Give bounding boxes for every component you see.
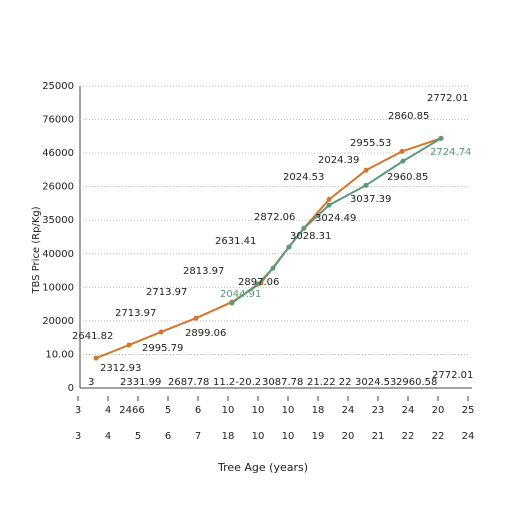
annotation: 2960.85	[387, 172, 428, 183]
x-tick-label-top: 2466	[119, 405, 144, 416]
annotation: 2631.41	[215, 236, 256, 247]
x-tick-label: 7	[195, 431, 201, 442]
point	[363, 182, 369, 188]
point	[326, 202, 332, 208]
x-tick-label: 6	[165, 431, 171, 442]
x-tick-label-top: 3	[75, 405, 81, 416]
annotation: 2724.74	[430, 147, 471, 158]
x-tick-label-top: 10	[252, 405, 265, 416]
x-tick-label-top: 10	[282, 405, 295, 416]
point	[301, 225, 307, 231]
annotation: 3037.39	[350, 194, 391, 205]
point	[255, 281, 261, 287]
annotation: 2899.06	[185, 328, 226, 339]
point	[399, 148, 405, 154]
x-tick-label: 24	[462, 431, 475, 442]
point	[93, 355, 99, 361]
annotation: 2024.39	[318, 155, 359, 166]
y-tick-label: 26000	[42, 182, 74, 193]
annotation: 2955.53	[350, 138, 391, 149]
y-tick-label: 35000	[42, 215, 74, 226]
annotation: 2813.97	[183, 266, 224, 277]
x-tick-label-top: 24	[402, 405, 415, 416]
y-tick-label: 10.00	[45, 349, 74, 360]
annotation: 2960.58	[396, 377, 437, 388]
x-tick-label: 3	[75, 431, 81, 442]
annotation: 2872.06	[254, 212, 295, 223]
x-axis-label: Tree Age (years)	[217, 461, 308, 474]
annotation: 2312.93	[100, 363, 141, 374]
point	[126, 342, 132, 348]
x-tick-label: 10	[282, 431, 295, 442]
x-tick-label-top: 25	[462, 405, 475, 416]
x-tick-label: 22	[432, 431, 445, 442]
x-tick-label: 22	[402, 431, 415, 442]
annotation: 2024.53	[283, 172, 324, 183]
point	[229, 300, 235, 306]
y-tick-label: 76000	[42, 115, 74, 126]
y-tick-label: 10000	[42, 282, 74, 293]
y-tick-label: 0	[68, 383, 74, 394]
y-tick-label: 25000	[42, 81, 74, 92]
annotation: 2995.79	[142, 343, 183, 354]
x-tick-label: 10	[252, 431, 265, 442]
annotation: 2897.06	[238, 277, 279, 288]
annotation: 2331.99	[120, 377, 161, 388]
point	[400, 158, 406, 164]
annotation: 2044.91	[220, 289, 261, 300]
x-tick-label-top: 5	[165, 405, 171, 416]
annotation: 3028.31	[290, 231, 331, 242]
annotation: 2713.97	[115, 308, 156, 319]
annotation: 2860.85	[388, 111, 429, 122]
annotation: 3024.53	[355, 377, 396, 388]
x-tick-label: 19	[312, 431, 325, 442]
y-tick-label: 40000	[42, 249, 74, 260]
x-tick-label-top: 20	[432, 405, 445, 416]
x-tick-label-top: 10	[222, 405, 235, 416]
annotation: 11.2-20.2	[213, 377, 261, 388]
annotation: 2641.82	[72, 331, 113, 342]
point	[193, 315, 199, 321]
annotation: 2772.01	[427, 93, 468, 104]
annotation: 2687.78	[168, 377, 209, 388]
annotation: 21.22 22	[307, 377, 352, 388]
annotation: 3024.49	[315, 213, 356, 224]
x-tick-label-top: 23	[372, 405, 385, 416]
annotation: 2772.01	[432, 370, 473, 381]
x-tick-label-top: 24	[342, 405, 355, 416]
x-tick-label-top: 18	[312, 405, 325, 416]
point	[438, 135, 444, 141]
annotation: 2713.97	[146, 287, 187, 298]
x-tick-label-top: 6	[195, 405, 201, 416]
x-tick-label: 5	[135, 431, 141, 442]
y-axis-label: TBS Price (Rp/Kg)	[31, 206, 42, 294]
x-tick-label: 18	[222, 431, 235, 442]
x-tick-label: 4	[105, 431, 111, 442]
y-tick-label: 46000	[42, 148, 74, 159]
y-tick-label: 20000	[42, 316, 74, 327]
point	[270, 265, 276, 271]
x-tick-label: 21	[372, 431, 385, 442]
annotation: 3	[88, 377, 94, 388]
point	[363, 167, 369, 173]
x-tick-label-top: 4	[105, 405, 111, 416]
point	[326, 196, 332, 202]
annotation: 3087.78	[262, 377, 303, 388]
point	[286, 244, 292, 250]
point	[158, 329, 164, 335]
x-tick-label: 20	[342, 431, 355, 442]
